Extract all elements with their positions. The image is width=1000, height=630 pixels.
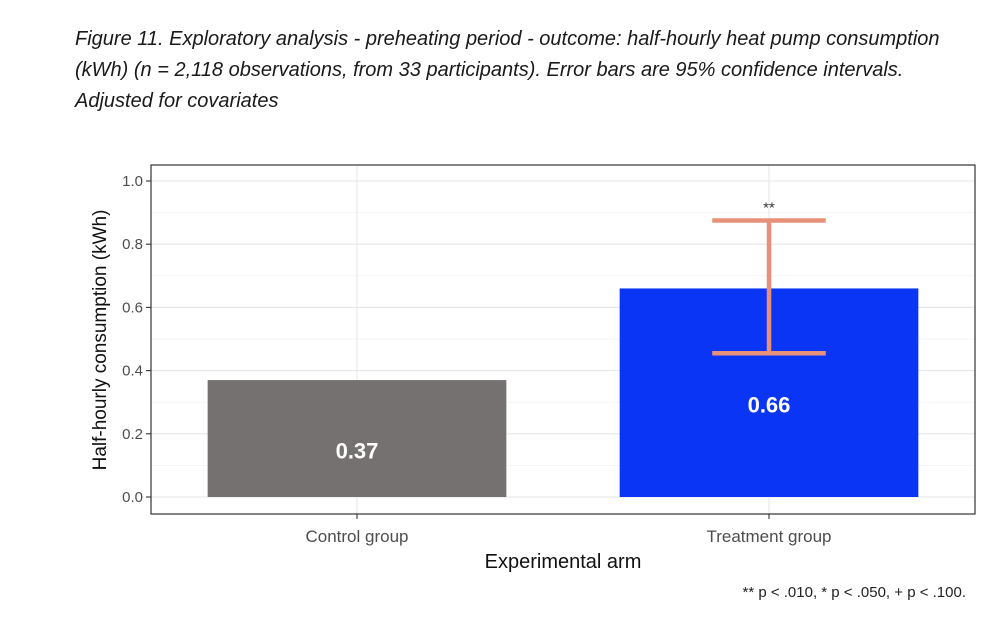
y-tick-label: 1.0	[122, 173, 143, 190]
data-labels: 0.37 0.66	[336, 393, 791, 464]
bar-control-group	[207, 380, 507, 497]
axes: 0.0 0.2 0.4 0.6 0.8 1.0 Control group Treatment…	[122, 173, 831, 546]
figure-caption: Figure 11. Exploratory analysis - prehea…	[75, 28, 940, 112]
error-bars: **	[712, 200, 826, 356]
bar-value-label: 0.66	[748, 393, 791, 418]
bar-value-label: 0.37	[336, 439, 379, 464]
y-tick-label: 0.8	[122, 236, 143, 253]
y-tick-label: 0.4	[122, 363, 143, 380]
x-axis-title: Experimental arm	[485, 551, 642, 573]
plot-panel-border	[150, 164, 976, 515]
y-tick-label: 0.6	[122, 299, 143, 316]
significance-footnote: ** p < .010, * p < .050, + p < .100.	[742, 584, 966, 601]
x-tick-label: Control group	[305, 527, 408, 546]
y-tick-label: 0.2	[122, 426, 143, 443]
bars	[207, 288, 919, 497]
y-axis-title: Half-hourly consumption (kWh)	[90, 210, 111, 471]
y-tick-label: 0.0	[122, 489, 143, 506]
significance-marker: **	[763, 200, 775, 217]
x-tick-label: Treatment group	[706, 527, 831, 546]
